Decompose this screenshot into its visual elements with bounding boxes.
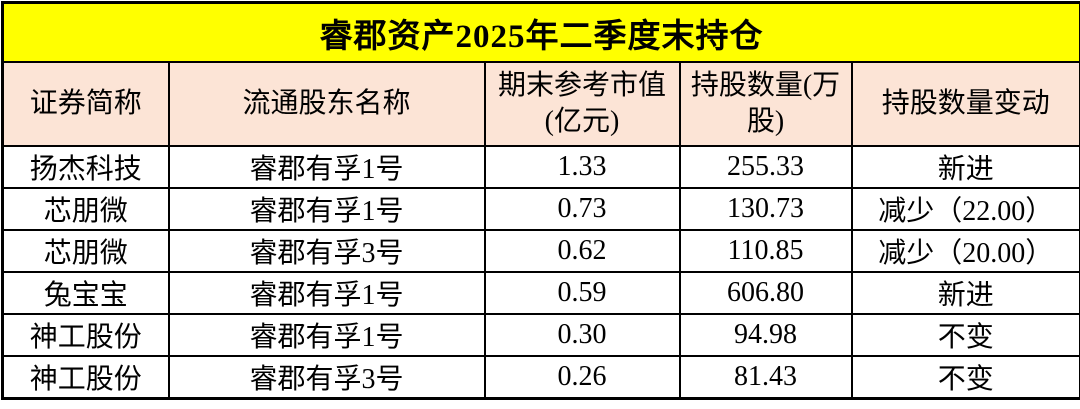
cell-shares-change: 减少（22.00） <box>850 187 1080 231</box>
cell-shares-held: 130.73 <box>678 187 853 231</box>
cell-market-value: 0.62 <box>483 229 681 273</box>
cell-shares-held: 255.33 <box>678 145 853 189</box>
cell-shareholder-name: 睿郡有孚1号 <box>167 187 486 231</box>
table-row: 芯朋微 睿郡有孚1号 0.73 130.73 减少（22.00） <box>1 187 1080 231</box>
table-title-row: 睿郡资产2025年二季度末持仓 <box>1 1 1080 63</box>
cell-market-value: 0.26 <box>483 355 681 400</box>
cell-security-name: 扬杰科技 <box>1 145 170 189</box>
cell-shares-change: 不变 <box>850 355 1080 400</box>
cell-shares-change: 不变 <box>850 313 1080 357</box>
holdings-table: 睿郡资产2025年二季度末持仓 证券简称 流通股东名称 期末参考市值(亿元) 持… <box>1 1 1080 400</box>
cell-shareholder-name: 睿郡有孚1号 <box>167 271 486 315</box>
cell-security-name: 芯朋微 <box>1 187 170 231</box>
cell-security-name: 芯朋微 <box>1 229 170 273</box>
table-header-row: 证券简称 流通股东名称 期末参考市值(亿元) 持股数量(万股) 持股数量变动 <box>1 61 1080 147</box>
cell-shares-held: 606.80 <box>678 271 853 315</box>
cell-security-name: 神工股份 <box>1 355 170 400</box>
cell-security-name: 神工股份 <box>1 313 170 357</box>
cell-shares-held: 110.85 <box>678 229 853 273</box>
cell-shares-change: 新进 <box>850 271 1080 315</box>
page-title: 睿郡资产2025年二季度末持仓 <box>1 1 1080 63</box>
cell-market-value: 0.59 <box>483 271 681 315</box>
table-row: 扬杰科技 睿郡有孚1号 1.33 255.33 新进 <box>1 145 1080 189</box>
cell-shareholder-name: 睿郡有孚3号 <box>167 355 486 400</box>
table-row: 兔宝宝 睿郡有孚1号 0.59 606.80 新进 <box>1 271 1080 315</box>
cell-shareholder-name: 睿郡有孚1号 <box>167 313 486 357</box>
cell-shares-held: 81.43 <box>678 355 853 400</box>
cell-security-name: 兔宝宝 <box>1 271 170 315</box>
table-row: 芯朋微 睿郡有孚3号 0.62 110.85 减少（20.00） <box>1 229 1080 273</box>
cell-shareholder-name: 睿郡有孚1号 <box>167 145 486 189</box>
col-header-shares-change: 持股数量变动 <box>850 61 1080 147</box>
col-header-shareholder-name: 流通股东名称 <box>167 61 486 147</box>
col-header-market-value: 期末参考市值(亿元) <box>483 61 681 147</box>
cell-shares-change: 减少（20.00） <box>850 229 1080 273</box>
cell-shares-held: 94.98 <box>678 313 853 357</box>
table-row: 神工股份 睿郡有孚1号 0.30 94.98 不变 <box>1 313 1080 357</box>
table-row: 神工股份 睿郡有孚3号 0.26 81.43 不变 <box>1 355 1080 400</box>
cell-shares-change: 新进 <box>850 145 1080 189</box>
col-header-shares-held: 持股数量(万股) <box>678 61 853 147</box>
col-header-security-name: 证券简称 <box>1 61 170 147</box>
cell-market-value: 0.73 <box>483 187 681 231</box>
cell-market-value: 0.30 <box>483 313 681 357</box>
cell-shareholder-name: 睿郡有孚3号 <box>167 229 486 273</box>
cell-market-value: 1.33 <box>483 145 681 189</box>
